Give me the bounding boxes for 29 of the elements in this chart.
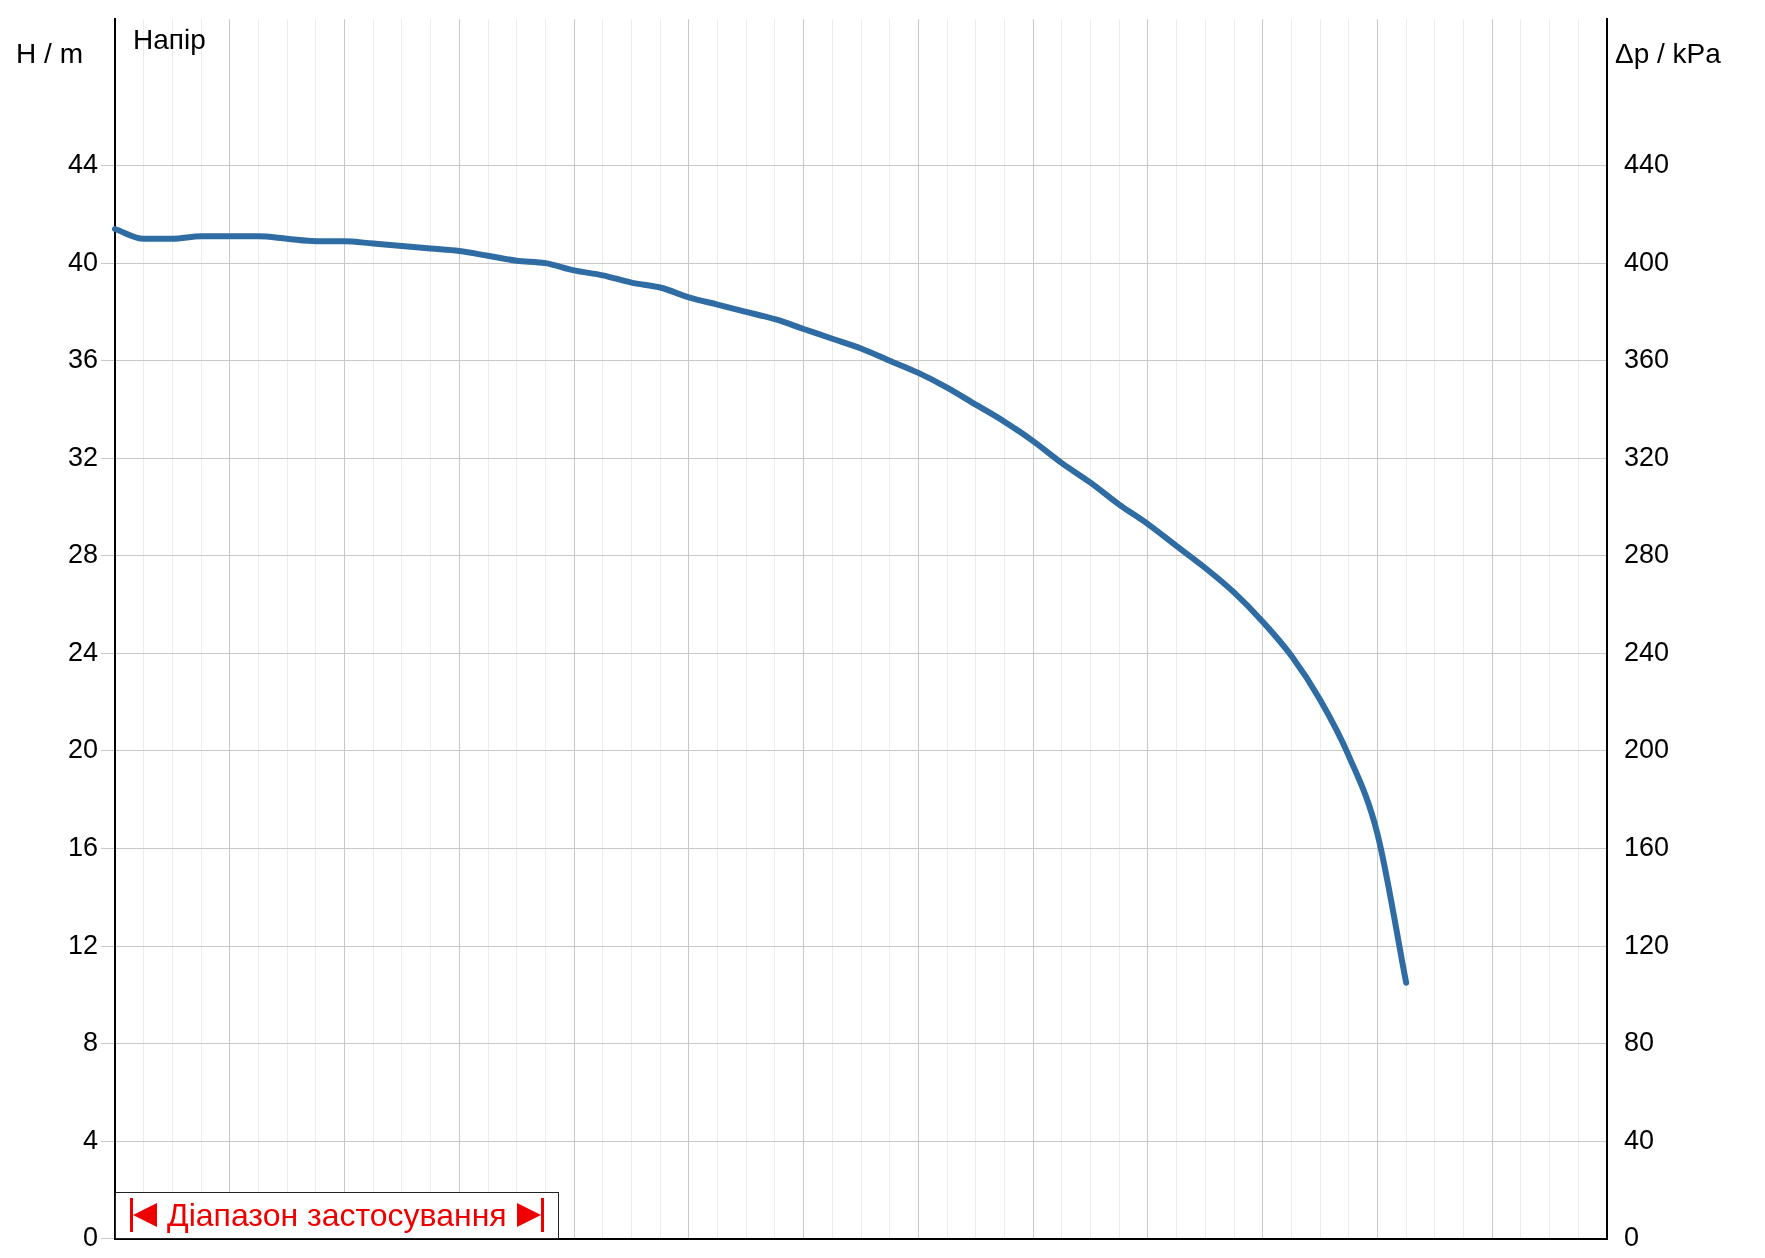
- y-tick-label: 20: [67, 734, 98, 765]
- y2-tick-label: 440: [1624, 149, 1670, 180]
- y2-tick-label: 120: [1624, 929, 1670, 960]
- chart-title: Напір: [133, 23, 206, 55]
- y2-axis-title: Δp / kPa: [1615, 37, 1722, 69]
- y2-tick-label: 320: [1624, 441, 1670, 472]
- y-tick-label: 32: [67, 441, 98, 472]
- y-tick-label: 16: [67, 831, 98, 862]
- y-tick-label: 36: [67, 344, 98, 375]
- y2-tick-label: 280: [1624, 539, 1670, 570]
- y2-tick-label: 200: [1624, 734, 1670, 765]
- y-tick-label: 28: [67, 539, 98, 570]
- y-tick-label: 24: [67, 636, 98, 667]
- y2-tick-label: 0: [1624, 1222, 1640, 1253]
- text-box: Діапазон застосування: [115, 1191, 559, 1239]
- y-tick-label: 44: [67, 149, 98, 180]
- y2-tick-label: 360: [1624, 344, 1670, 375]
- y-tick-label: 40: [67, 246, 98, 277]
- annotation: Діапазон застосування: [167, 1196, 507, 1234]
- y-tick-label: 4: [82, 1124, 98, 1155]
- y-tick-label: 8: [82, 1027, 98, 1058]
- y2-tick-label: 400: [1624, 246, 1670, 277]
- y2-tick-label: 40: [1624, 1124, 1655, 1155]
- y-axis-title: H / m: [16, 37, 83, 69]
- y-tick-label: 0: [82, 1222, 98, 1253]
- y2-tick-label: 80: [1624, 1027, 1655, 1058]
- y2-tick-label: 240: [1624, 636, 1670, 667]
- y2-tick-label: 160: [1624, 831, 1670, 862]
- y-tick-label: 12: [67, 929, 98, 960]
